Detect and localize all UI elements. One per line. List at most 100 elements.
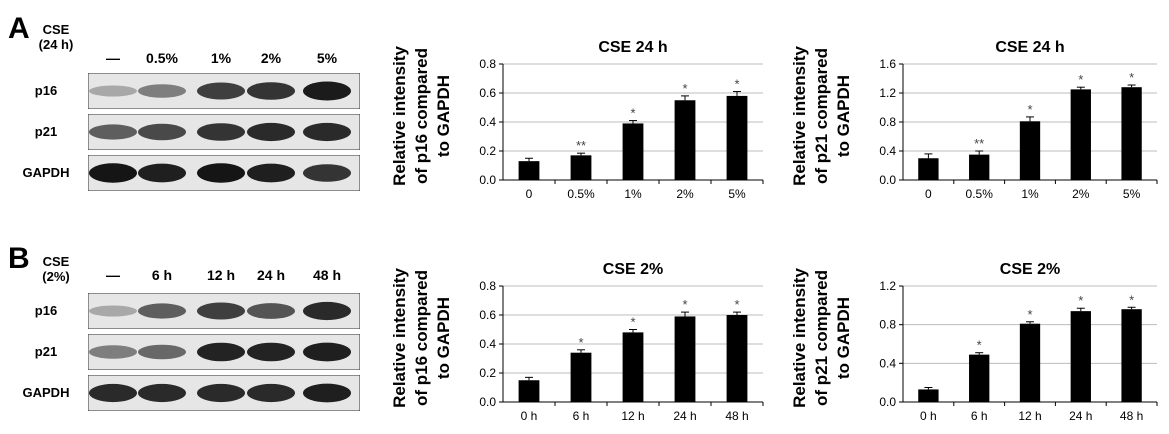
x-tick-label: 12 h [621,409,644,423]
blot-band [247,383,295,403]
significance-marker: * [1078,72,1083,87]
x-tick-label: 0 [925,187,932,201]
blot-row-label: GAPDH [22,165,70,180]
y-tick-label: 1.2 [879,279,896,293]
blot-band [303,164,351,182]
y-axis-label: to GAPDH [434,75,453,157]
blot-band [197,302,245,320]
blot-band [138,344,186,360]
significance-marker: * [630,106,635,121]
significance-marker: * [1027,307,1032,322]
y-tick-label: 0.6 [479,308,496,322]
significance-marker: * [1129,70,1134,85]
y-tick-label: 0.0 [879,173,896,187]
y-tick-label: 0.8 [879,115,896,129]
panel-letter-b: B [8,242,30,275]
blot-band [247,163,295,183]
lane-label: 12 h [206,267,235,283]
x-tick-label: 5% [1123,187,1141,201]
lane-label: 48 h [312,267,341,283]
y-tick-label: 0.4 [879,144,896,158]
y-axis-label: to GAPDH [834,297,853,379]
condition-line-2: (2%) [42,269,70,284]
y-axis-label: Relative intensity [390,268,409,408]
blot-condition-label: CSE (2%) [36,254,76,284]
blot-band [197,383,245,403]
condition-line-1: CSE [42,22,70,37]
bar [969,354,990,402]
bar [1019,323,1041,402]
y-tick-label: 1.2 [879,86,896,100]
x-tick-label: 24 h [673,409,696,423]
x-tick-label: 0.5% [567,187,595,201]
lane-label: 1% [210,50,232,66]
blot-strip-p21 [88,114,360,150]
lane-label: — [106,50,120,66]
bar [518,161,540,180]
blot-band [197,82,245,100]
x-tick-label: 48 h [725,409,748,423]
blot-band [247,342,295,362]
y-tick-label: 0.4 [479,115,496,129]
condition-line-2: (24 h) [38,37,74,52]
x-tick-label: 6 h [971,409,988,423]
blot-band [138,303,186,319]
significance-marker: * [682,297,687,312]
bar [622,123,644,180]
blot-band [303,81,351,101]
x-tick-label: 24 h [1069,409,1092,423]
x-tick-label: 48 h [1120,409,1143,423]
blot-band [89,383,137,403]
x-tick-label: 2% [676,187,694,201]
blot-band [303,301,351,321]
blot-band [89,124,137,140]
blot-band [89,345,137,359]
y-tick-label: 0.8 [879,318,896,332]
y-axis-label: of p21 compared [812,48,831,184]
significance-marker: * [1027,102,1032,117]
y-tick-label: 0.0 [879,395,896,409]
y-axis-label: of p21 compared [812,270,831,406]
panel-letter-a: A [8,12,30,45]
blot-strip-p16 [88,73,360,109]
blot-condition-label: CSE (24 h) [36,22,76,52]
y-axis-label: Relative intensity [390,46,409,186]
significance-marker: * [977,338,982,353]
bar [570,155,592,180]
significance-marker: * [578,335,583,350]
y-tick-label: 0.0 [479,173,496,187]
chart-title: CSE 24 h [598,39,667,56]
bar [1019,121,1041,180]
blot-band [247,303,295,319]
blot-strip-p16 [88,293,360,329]
significance-marker: ** [576,138,586,153]
blot-strip-gapdh [88,375,360,411]
significance-marker: * [734,77,739,92]
lane-label: 2% [260,50,282,66]
blot-band [303,342,351,362]
blot-strip-p21 [88,334,360,370]
blot-band [303,122,351,142]
blot-band [247,122,295,142]
bar-chart-p21-cse-2pct: CSE 2% Relative intensity of p21 compared t… [790,261,1158,423]
blot-row-label: p21 [34,344,58,359]
blot-band [303,383,351,403]
significance-marker: * [734,297,739,312]
blot-row-label: GAPDH [22,385,70,400]
bar-chart-p21-cse-24h: CSE 24 h Relative intensity of p21 compare… [790,39,1158,201]
x-tick-label: 2% [1072,187,1090,201]
significance-marker: * [630,315,635,330]
y-tick-label: 0.2 [479,144,496,158]
bar [1070,89,1091,180]
bar [726,95,748,180]
bar [1121,309,1142,402]
bar [518,380,540,402]
lane-label: 6 h [151,267,173,283]
y-axis-label: Relative intensity [790,46,809,186]
bar [674,316,696,402]
blot-band [197,123,245,141]
significance-marker: * [682,81,687,96]
blot-band [138,123,186,141]
x-tick-label: 6 h [573,409,590,423]
blot-strip-gapdh [88,155,360,191]
